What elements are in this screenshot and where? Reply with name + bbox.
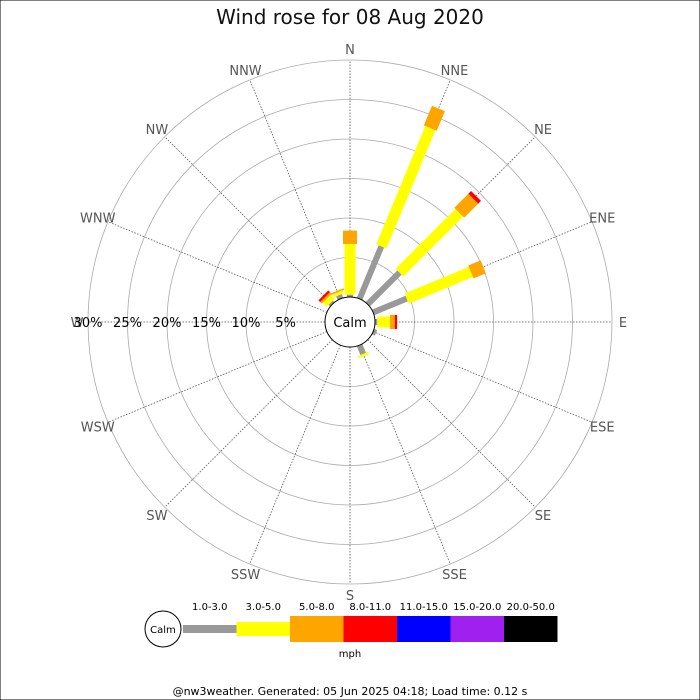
bar-ene-bin-0 — [371, 295, 408, 316]
grid-ring-20 — [166, 138, 534, 506]
legend-swatch-2 — [290, 616, 344, 642]
legend-unit: mph — [339, 649, 361, 660]
bar-nw-bin-1 — [322, 294, 335, 307]
bar-nw-bin-3 — [318, 290, 331, 303]
direction-label-sw: SW — [146, 509, 167, 524]
direction-label-ssw: SSW — [231, 568, 261, 583]
chart-title: Wind rose for 08 Aug 2020 — [216, 5, 484, 29]
footer-text: @nw3weather. Generated: 05 Jun 2025 04:1… — [173, 685, 528, 698]
bar-nnw-bin-2 — [330, 288, 345, 296]
legend-swatch-6 — [504, 616, 558, 642]
legend-label-5: 15.0-20.0 — [453, 602, 501, 613]
bar-nnw-bin-0 — [336, 294, 344, 301]
bar-sse-bin-1 — [358, 351, 370, 359]
legend-swatch-3 — [343, 616, 397, 642]
bar-nne-bin-2 — [423, 105, 445, 131]
direction-label-n: N — [345, 43, 355, 58]
ring-label-30: 30% — [74, 316, 103, 331]
spoke-ssw — [249, 344, 341, 565]
bar-ne-bin-1 — [395, 208, 464, 277]
legend-label-6: 20.0-50.0 — [507, 602, 555, 613]
legend-calm-label: Calm — [150, 625, 176, 636]
bar-ene-bin-1 — [404, 266, 474, 304]
bar-ne-bin-2 — [454, 193, 479, 218]
bar-nne-bin-0 — [356, 245, 385, 301]
bar-ene-bin-2 — [468, 260, 486, 279]
direction-labels: N NNE NE ENE E ESE SE SSE S SSW SW WSW W WNW NW NNW — [71, 43, 628, 604]
bar-nw-bin-2 — [320, 292, 332, 304]
direction-label-ne: NE — [534, 123, 552, 138]
legend-label-1: 3.0-5.0 — [246, 602, 281, 613]
direction-label-wnw: WNW — [80, 212, 116, 227]
ring-label-25: 25% — [113, 316, 142, 331]
direction-label-nw: NW — [146, 123, 169, 138]
legend-label-4: 11.0-15.0 — [400, 602, 448, 613]
legend-swatch-1 — [236, 622, 290, 636]
grid-ring-30 — [87, 59, 613, 585]
wind-bars — [318, 105, 486, 359]
legend-calm-circle — [144, 610, 182, 648]
calm-label: Calm — [333, 316, 366, 331]
bar-nnw-bin-1 — [332, 290, 345, 298]
bar-ne-bin-3 — [468, 191, 481, 204]
spoke-sw — [164, 339, 333, 508]
direction-label-se: SE — [535, 509, 551, 524]
spoke-nw — [164, 136, 333, 305]
bar-sse-bin-0 — [356, 343, 366, 356]
spoke-nnw — [249, 79, 341, 300]
legend-swatch-4 — [397, 616, 451, 642]
ring-label-20: 20% — [153, 316, 182, 331]
legend-swatch-5 — [450, 616, 504, 642]
legend-label-0: 1.0-3.0 — [192, 602, 227, 613]
direction-label-wsw: WSW — [81, 420, 115, 435]
direction-label-nne: NNE — [441, 64, 469, 79]
speed-legend: Calm 1.0-3.0 3.0-5.0 5.0-8.0 8.0-11.0 11.0-15… — [144, 602, 558, 660]
bar-ese-bin-0 — [371, 328, 378, 336]
ring-label-10: 10% — [232, 316, 261, 331]
grid-ring-25 — [127, 99, 573, 545]
direction-label-ene: ENE — [589, 212, 615, 227]
direction-label-ese: ESE — [590, 420, 615, 435]
legend-label-3: 8.0-11.0 — [349, 602, 391, 613]
spoke-se — [367, 339, 536, 508]
legend-label-2: 5.0-8.0 — [299, 602, 334, 613]
calm-circle — [324, 296, 376, 348]
direction-label-sse: SSE — [442, 568, 467, 583]
bar-nne-bin-1 — [376, 126, 436, 249]
spoke-ese — [372, 331, 593, 423]
spoke-wnw — [107, 221, 328, 313]
ring-label-5: 5% — [275, 316, 296, 331]
ring-label-15: 15% — [192, 316, 221, 331]
bar-ne-bin-0 — [365, 270, 402, 307]
calm-center — [324, 296, 376, 348]
legend-swatch-0 — [183, 625, 237, 633]
spoke-sse — [359, 344, 451, 565]
direction-label-w: W — [71, 316, 84, 331]
ring-labels: 5% 10% 15% 20% 25% 30% — [74, 316, 296, 331]
direction-label-nnw: NNW — [229, 64, 261, 79]
direction-label-s: S — [346, 589, 354, 604]
direction-label-e: E — [619, 316, 627, 331]
spoke-wsw — [107, 331, 328, 423]
